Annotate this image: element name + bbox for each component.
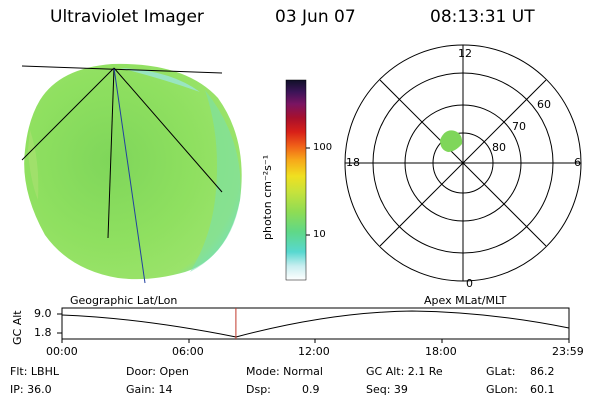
mlat-label-70: 70	[512, 120, 526, 133]
filter-status: Flt: LBHL	[10, 365, 59, 378]
x-tick-label: 06:00	[172, 345, 204, 358]
time-label: 08:13:31 UT	[430, 7, 535, 27]
strip-ymin: 1.8	[34, 326, 52, 339]
strip-ylabel: GC Alt	[11, 310, 24, 345]
ip-status: IP: 36.0	[10, 383, 52, 396]
geographic-title: Geographic Lat/Lon	[70, 294, 178, 307]
glat-value: 86.2	[530, 365, 555, 378]
x-tick-label: 18:00	[425, 345, 457, 358]
colorbar-unit-label: photon cm⁻²s⁻¹	[261, 154, 274, 240]
x-tick-label: 23:59	[552, 345, 584, 358]
gc-alt-status: GC Alt: 2.1 Re	[366, 365, 443, 378]
x-tick-label: 00:00	[46, 345, 78, 358]
polar-mlt-plot	[344, 44, 582, 282]
colorbar-tick-10: 10	[313, 229, 326, 240]
colorbar-tick-100: 100	[313, 142, 333, 153]
auroral-image	[21, 63, 242, 284]
date-label: 03 Jun 07	[275, 7, 356, 27]
strip-ymax: 9.0	[34, 307, 52, 320]
colorbar	[285, 79, 310, 281]
glat-label: GLat:	[486, 365, 516, 378]
mlt-label-6: 6	[574, 156, 581, 169]
mode-status: Mode: Normal	[246, 365, 323, 378]
door-status: Door: Open	[126, 365, 189, 378]
dsp-label: Dsp:	[246, 383, 271, 396]
x-ticks	[61, 339, 570, 343]
orbit-strip	[57, 307, 570, 343]
mlt-label-12: 12	[458, 47, 472, 60]
seq-status: Seq: 39	[366, 383, 408, 396]
instrument-title: Ultraviolet Imager	[50, 7, 204, 27]
mlt-label-0: 0	[466, 277, 473, 290]
x-tick-label: 12:00	[298, 345, 330, 358]
glon-label: GLon:	[486, 383, 518, 396]
dsp-value: 0.9	[302, 383, 320, 396]
mlat-label-60: 60	[537, 98, 551, 111]
mlat-label-80: 80	[492, 141, 506, 154]
gain-status: Gain: 14	[126, 383, 173, 396]
apex-title: Apex MLat/MLT	[424, 294, 507, 307]
glon-value: 60.1	[530, 383, 555, 396]
aurora-spot	[440, 130, 463, 152]
mlt-label-18: 18	[346, 156, 360, 169]
